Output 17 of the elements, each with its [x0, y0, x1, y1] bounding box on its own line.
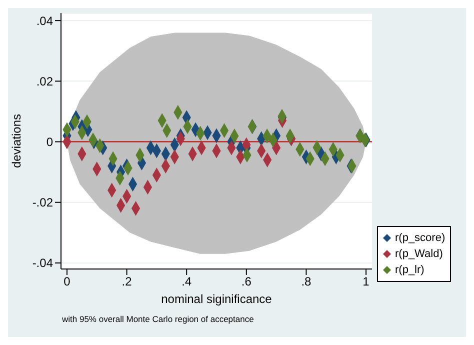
- y-axis-title: deviations: [9, 114, 24, 168]
- x-tick-label: 0: [64, 274, 71, 289]
- x-tick-label: .6: [241, 274, 252, 289]
- x-axis-title: nominal siginificance: [161, 292, 272, 306]
- x-tick-label: .2: [122, 274, 132, 289]
- x-tick-label: .8: [301, 274, 312, 289]
- x-tick-label: 1: [362, 274, 370, 289]
- text: with 95% overall Monte Carlo region of acceptance: [62, 314, 254, 324]
- y-tick-label: -.02: [32, 196, 54, 210]
- legend-label: r(p_Wald): [395, 247, 443, 262]
- legend-label: r(p_score): [395, 231, 446, 246]
- legend-label: r(p_lr): [395, 263, 424, 278]
- y-tick-label: .02: [36, 74, 54, 88]
- y-tick-label: 0: [46, 135, 54, 150]
- y-tick-label: -.04: [32, 256, 54, 270]
- y-tick-label: .04: [36, 14, 54, 28]
- x-tick-label: .4: [182, 274, 192, 289]
